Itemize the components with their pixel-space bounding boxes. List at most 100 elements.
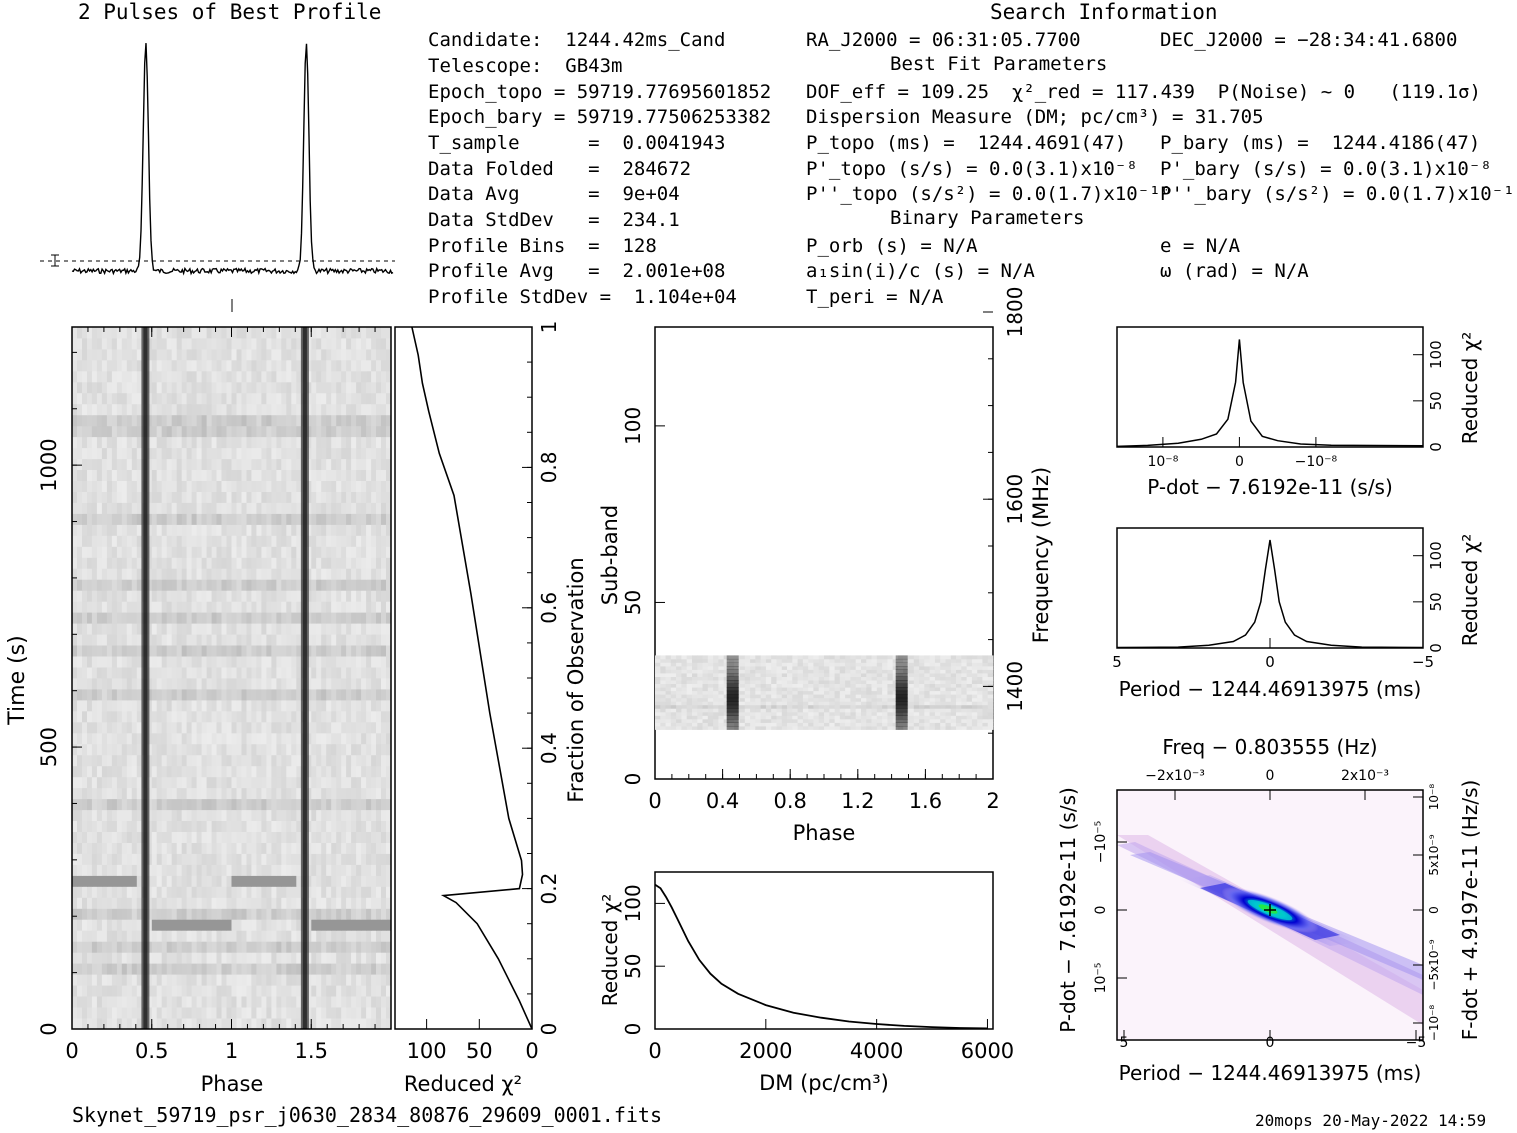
tp-cell: [281, 941, 287, 953]
tp-cell: [281, 447, 287, 460]
tp-cell: [306, 480, 312, 492]
tp-cell: [361, 338, 367, 350]
tp-cell: [216, 721, 222, 734]
tp-cell: [186, 381, 192, 394]
tp-cell: [376, 425, 382, 438]
tp-cell: [386, 601, 392, 613]
tp-cell: [266, 952, 272, 964]
tp-cell: [376, 941, 382, 953]
tp-cell: [96, 853, 103, 865]
tp-cell: [121, 612, 128, 624]
tp-cell: [201, 1018, 207, 1030]
tp-cell: [191, 699, 197, 712]
tp-cell: [87, 447, 93, 460]
tp-cell: [166, 579, 173, 591]
tp-cell: [241, 338, 247, 350]
tp-cell: [261, 458, 267, 470]
tp-cell: [336, 678, 342, 690]
sb-cell: [950, 704, 957, 709]
tp-cell: [77, 546, 83, 558]
tp-cell: [191, 831, 197, 843]
tp-cell: [82, 502, 88, 514]
tp-cell: [331, 842, 337, 854]
tp-cell: [336, 338, 342, 350]
tp-cell: [171, 480, 178, 492]
tp-cell: [266, 546, 272, 558]
tp-cell: [366, 601, 372, 613]
sb-cell: [692, 715, 698, 720]
sb-cell: [871, 697, 878, 702]
tp-cell: [246, 864, 252, 876]
tp-cell: [266, 447, 272, 460]
tp-cell: [201, 765, 207, 778]
tp-cell: [346, 765, 352, 778]
tp-cell: [361, 952, 367, 964]
tp-cell: [126, 645, 133, 657]
sb-cell: [702, 711, 709, 716]
tp-cell: [286, 831, 292, 843]
sb-cell: [739, 690, 746, 695]
tp-cell: [381, 1018, 387, 1030]
tp-cell: [386, 579, 392, 591]
tp-cell: [96, 776, 103, 789]
tp-cell: [356, 864, 362, 876]
tp-cell: [256, 897, 262, 909]
tp-cell: [116, 425, 123, 438]
sb-cell: [765, 690, 772, 695]
tp-cell: [106, 853, 113, 865]
sb-cell: [971, 715, 978, 720]
tp-cell: [111, 765, 118, 778]
tp-cell: [72, 1018, 78, 1030]
tp-cell: [131, 974, 138, 986]
tp-cell: [376, 392, 382, 405]
tp-cell: [77, 743, 83, 756]
tp-cell: [191, 590, 197, 602]
tp-cell: [281, 787, 287, 800]
tp-cell: [101, 853, 108, 865]
tp-cell: [101, 348, 108, 361]
sb-cell: [787, 701, 793, 706]
tp-cell: [226, 370, 232, 383]
sb-cell: [792, 715, 798, 720]
tp-cell: [316, 864, 322, 876]
tp-cell: [241, 359, 247, 372]
tp-cell: [361, 645, 367, 657]
tp-cell: [77, 798, 83, 811]
tp-cell: [106, 579, 113, 591]
sb-cell: [861, 722, 867, 727]
tp-cell: [72, 645, 78, 657]
tp-cell: [206, 710, 212, 723]
tp-cell: [87, 579, 93, 591]
tp-cell: [276, 820, 282, 832]
tp-cell: [356, 524, 362, 536]
tp-cell: [121, 886, 128, 898]
sb-cell: [808, 726, 814, 730]
tp-cell: [321, 710, 327, 723]
tp-cell: [111, 403, 118, 416]
tp-cell: [316, 370, 322, 383]
tp-cell: [166, 875, 173, 887]
tp-cell: [326, 491, 332, 503]
tp-cell: [346, 524, 352, 536]
tp-cell: [87, 820, 93, 832]
sb-cell: [681, 704, 688, 709]
tp-cell: [291, 886, 297, 898]
tp-cell: [256, 425, 262, 438]
tp-cell: [211, 327, 217, 339]
tp-cell: [121, 524, 128, 536]
tp-cell: [386, 820, 392, 832]
ecc-line: e = N/A: [1160, 235, 1241, 257]
tp-cell: [146, 963, 153, 975]
tp-cell: [361, 787, 367, 800]
tp-cell: [246, 348, 252, 361]
tp-cell: [256, 886, 262, 898]
tp-cell: [126, 743, 133, 756]
tp-cell: [371, 776, 377, 789]
tp-cell: [196, 678, 202, 690]
tp-cell: [126, 930, 133, 942]
tp-cell: [306, 699, 312, 712]
tp-cell: [77, 974, 83, 986]
tp-cell: [146, 974, 153, 986]
tp-cell: [221, 634, 227, 646]
tp-cell: [376, 765, 382, 778]
